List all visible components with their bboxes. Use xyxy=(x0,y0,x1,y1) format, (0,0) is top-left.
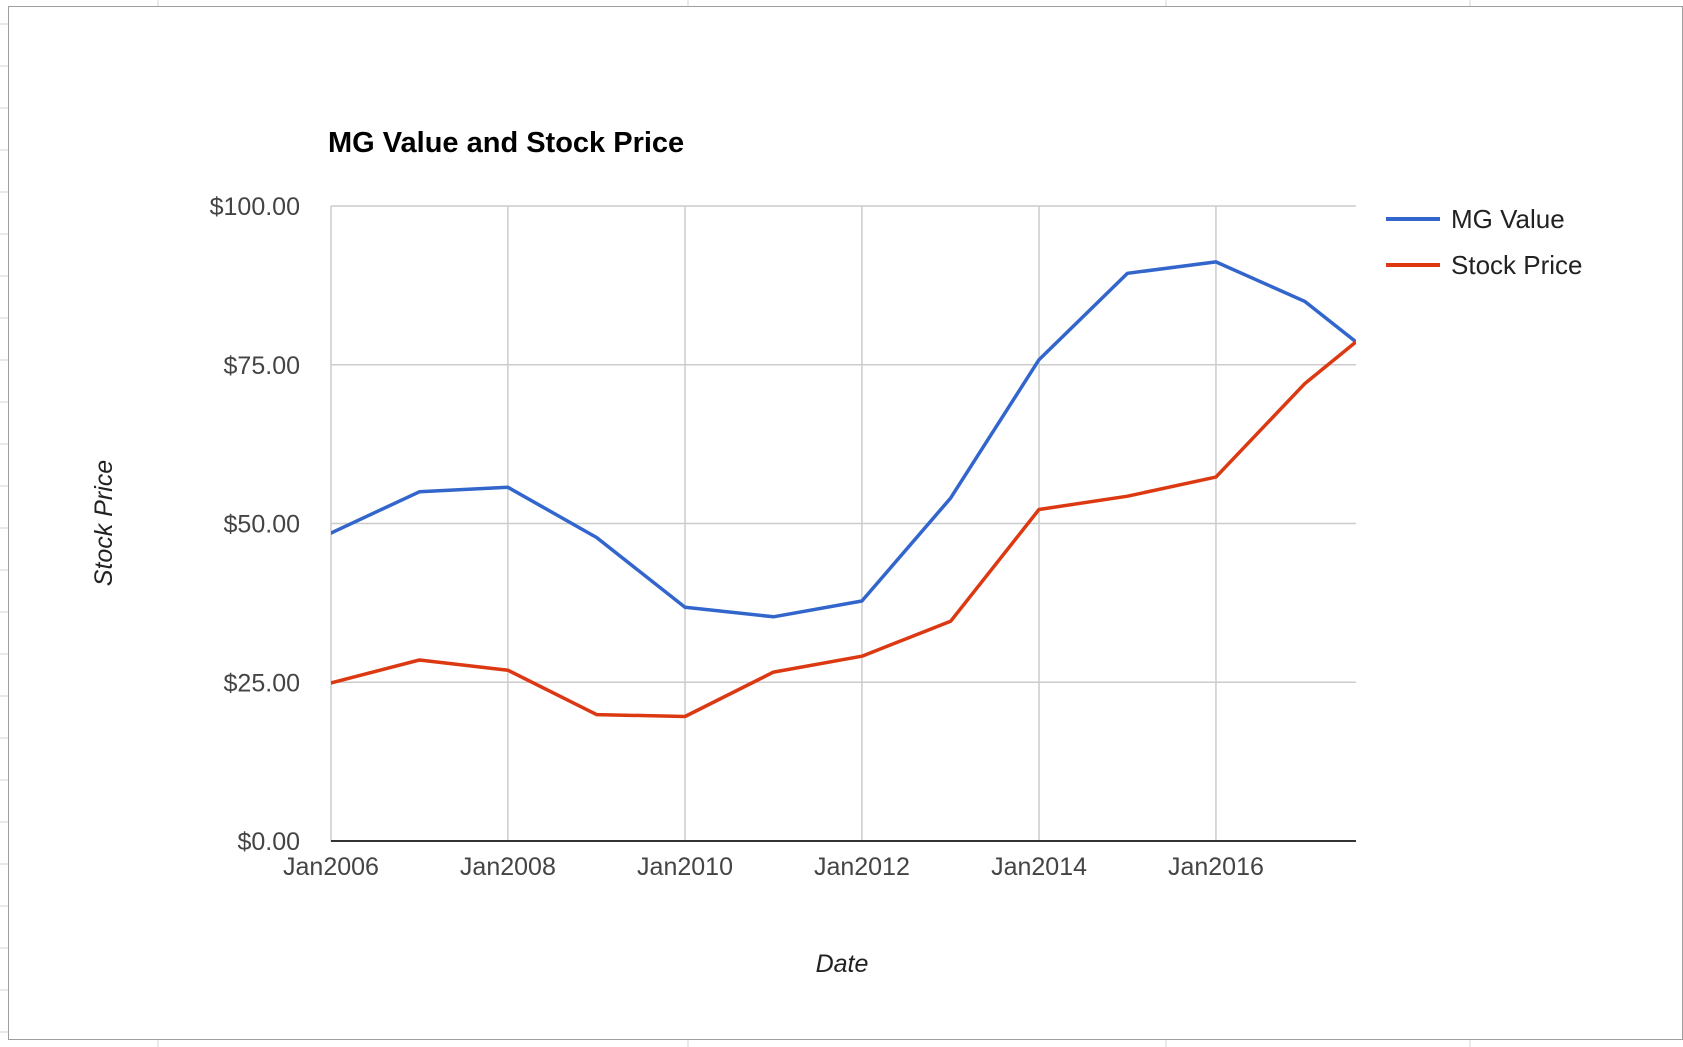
legend: MG Value Stock Price xyxy=(1386,204,1583,280)
y-tick-label: $25.00 xyxy=(224,669,300,697)
y-tick-label: $0.00 xyxy=(237,828,300,856)
chart-title: MG Value and Stock Price xyxy=(328,127,684,159)
x-tick-label: Jan2008 xyxy=(460,853,556,881)
x-tick-label: Jan2012 xyxy=(814,853,910,881)
x-tick-label: Jan2010 xyxy=(637,853,733,881)
series-line-mg-value[interactable] xyxy=(331,260,1356,619)
x-axis-title: Date xyxy=(816,950,869,978)
y-tick-label: $100.00 xyxy=(210,193,300,221)
gridlines xyxy=(330,205,1356,841)
x-tick-label: Jan2016 xyxy=(1168,853,1264,881)
y-axis-title: Stock Price xyxy=(90,460,118,586)
legend-label-stock-price: Stock Price xyxy=(1451,250,1583,280)
series-lines xyxy=(331,260,1356,719)
y-tick-label: $50.00 xyxy=(224,511,300,539)
legend-label-mg-value: MG Value xyxy=(1451,204,1565,234)
series-line-stock-price[interactable] xyxy=(331,340,1356,719)
y-tick-label: $75.00 xyxy=(224,352,300,380)
axes: $0.00 $25.00 $50.00 $75.00 $100.00 Jan2006 Jan… xyxy=(210,193,1356,881)
x-tick-label: Jan2006 xyxy=(283,853,379,881)
x-tick-label: Jan2014 xyxy=(991,853,1087,881)
